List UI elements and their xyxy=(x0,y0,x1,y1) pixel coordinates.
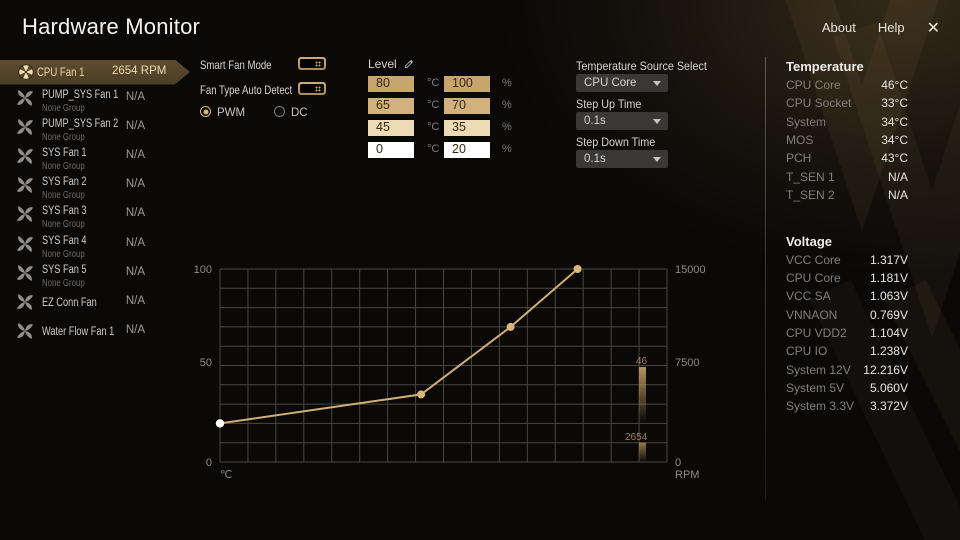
svg-text:RPM: RPM xyxy=(675,469,699,481)
svg-text:100: 100 xyxy=(194,264,212,276)
svg-text:0: 0 xyxy=(206,457,212,469)
svg-text:2654: 2654 xyxy=(625,432,648,443)
svg-text:7500: 7500 xyxy=(675,357,699,369)
svg-text:0: 0 xyxy=(675,457,681,469)
svg-text:46: 46 xyxy=(636,356,648,367)
svg-text:15000: 15000 xyxy=(675,264,706,276)
svg-text:50: 50 xyxy=(200,357,212,369)
svg-text:℃: ℃ xyxy=(220,469,232,481)
